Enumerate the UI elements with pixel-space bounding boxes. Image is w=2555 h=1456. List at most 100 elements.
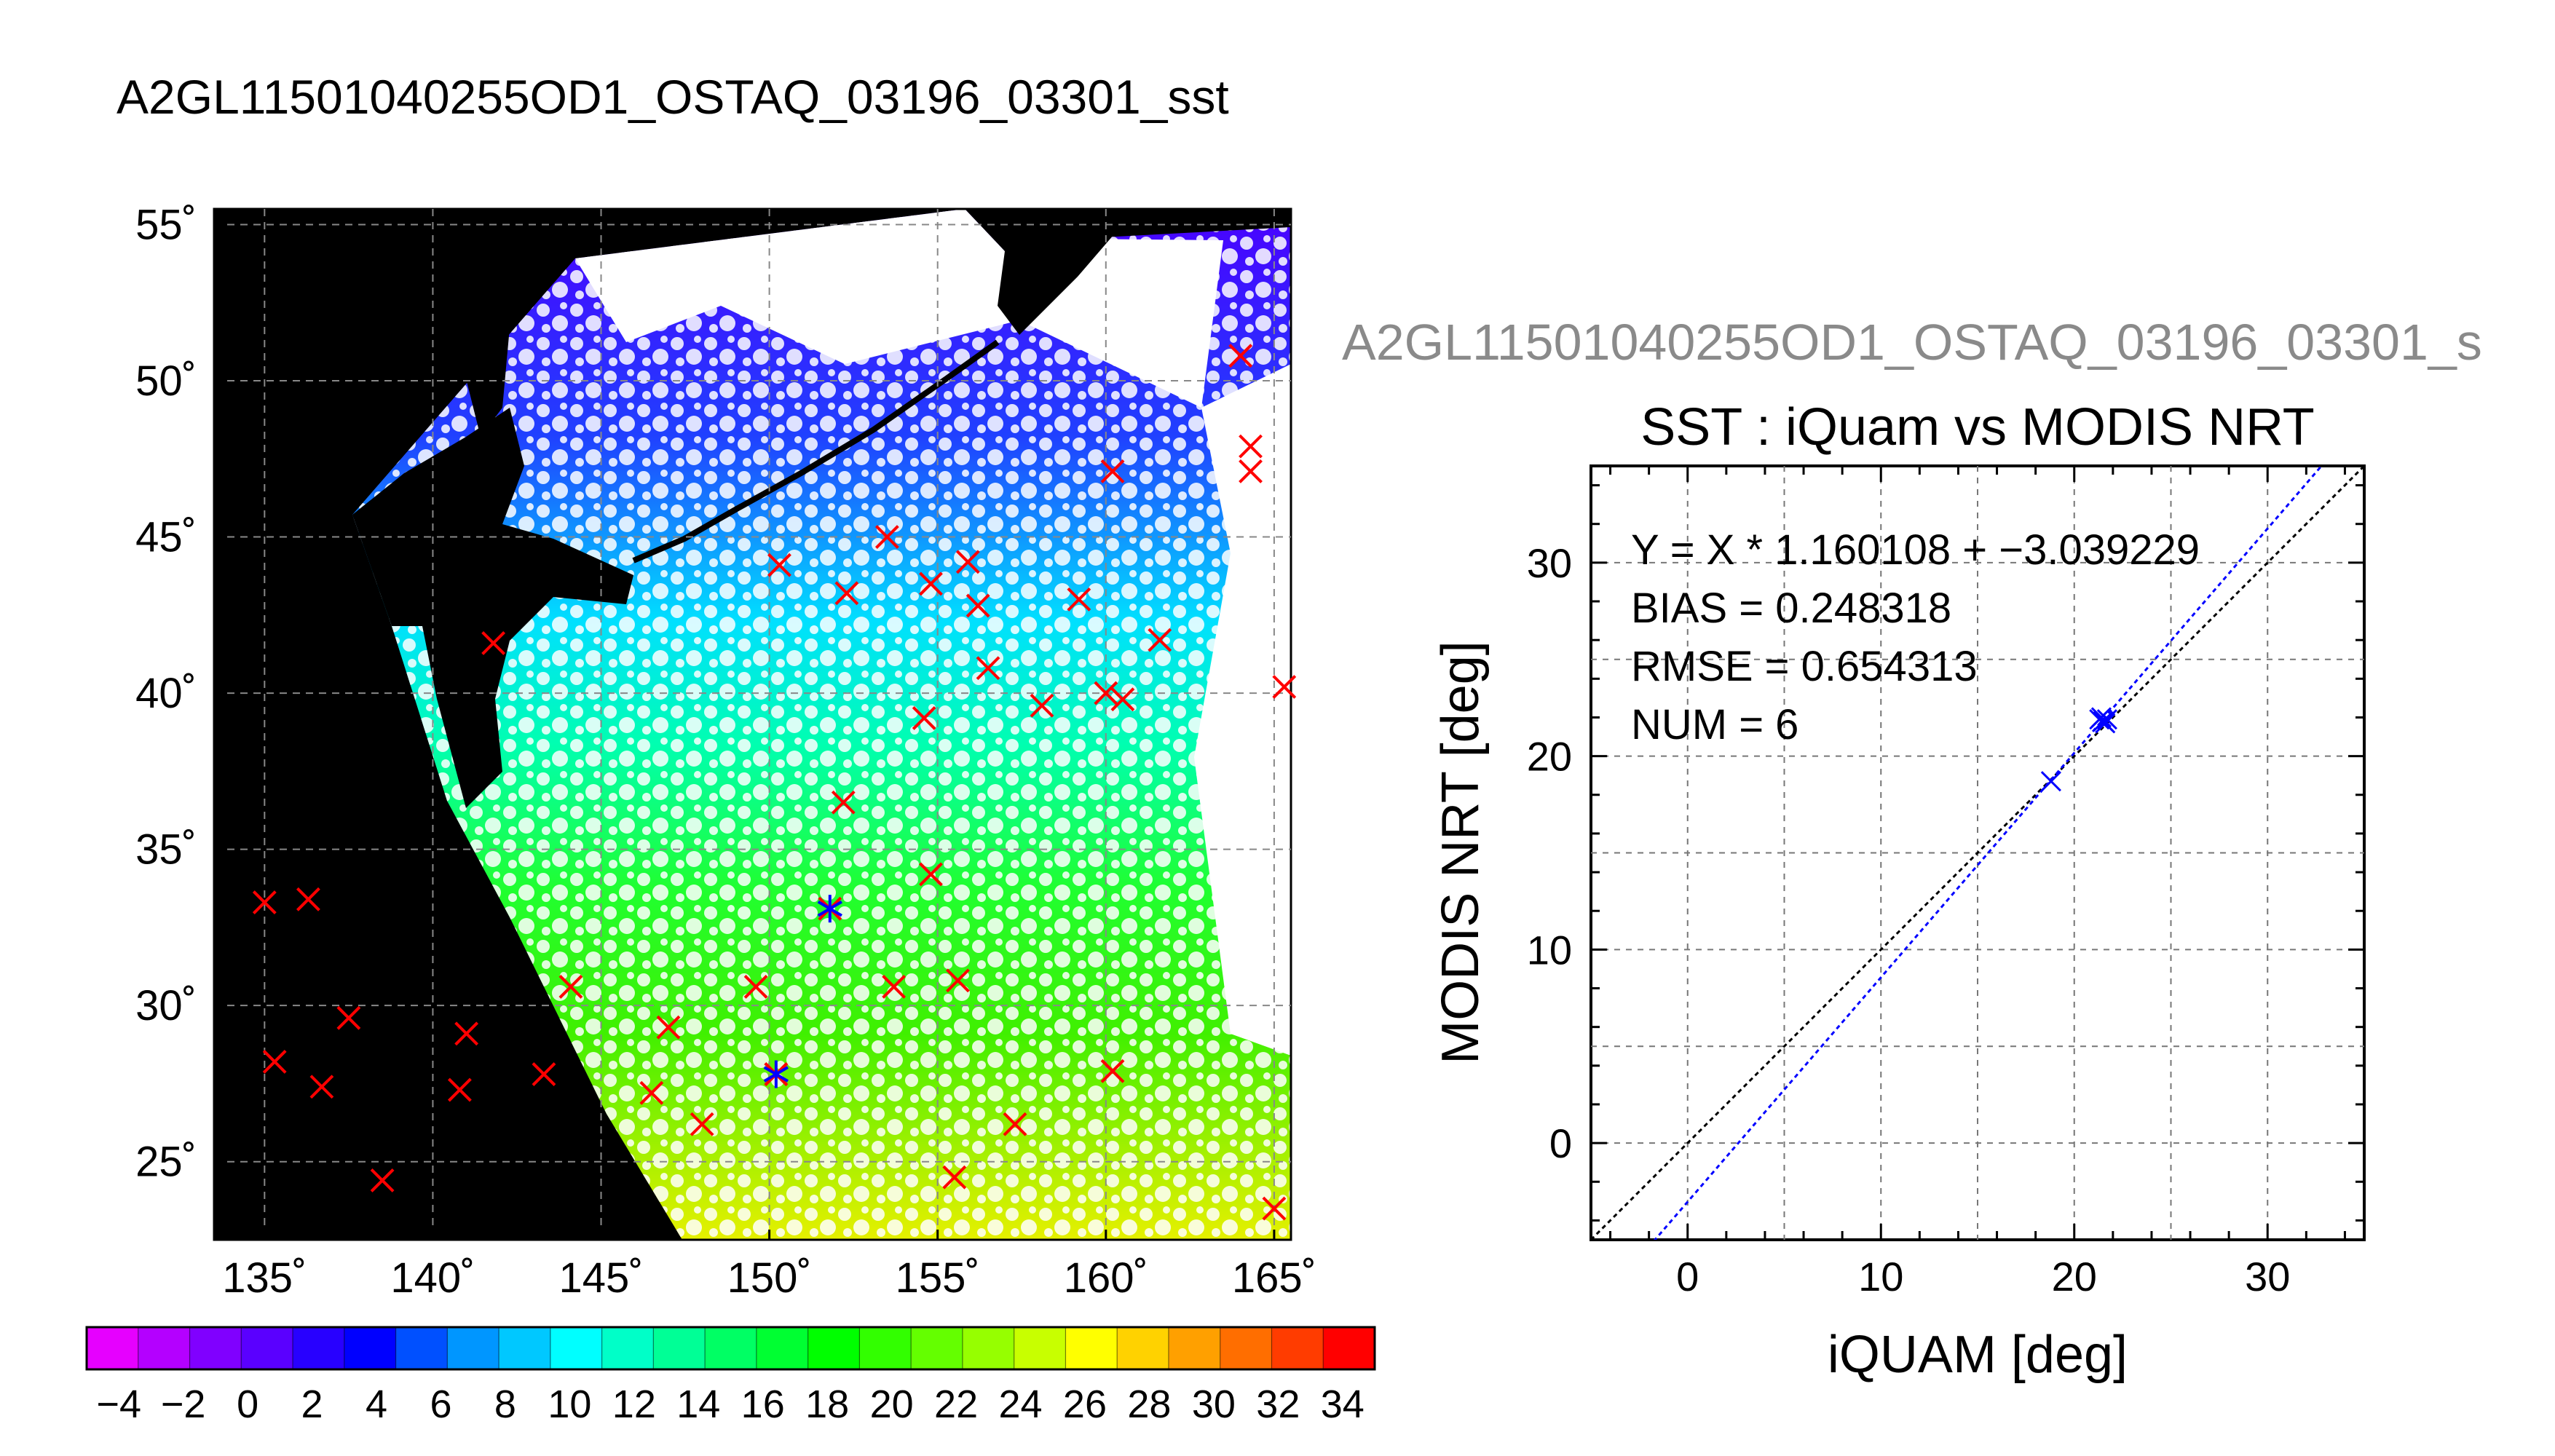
buoy-marker-stroke <box>767 553 791 577</box>
colorbar-tick-label: 6 <box>430 1382 451 1426</box>
buoy-marker-stroke <box>690 1112 714 1136</box>
colorbar-tick-label: 0 <box>237 1382 258 1426</box>
buoy-marker-stroke <box>1239 434 1263 459</box>
scatter-point-stroke <box>2040 771 2061 792</box>
buoy-marker <box>336 1005 361 1030</box>
buoy-marker <box>1148 628 1172 652</box>
buoy-marker-stroke <box>942 1165 967 1190</box>
scatter-y-tick-label: 30 <box>1527 540 1572 586</box>
map-lat-tick-label: 55˚ <box>135 201 197 248</box>
buoy-marker <box>370 1168 395 1192</box>
scatter-y-label: MODIS NRT [deg] <box>1431 641 1490 1064</box>
colorbar-tick-label: 14 <box>676 1382 720 1426</box>
buoy-marker-stroke <box>309 1075 334 1099</box>
buoy-marker <box>532 1062 556 1086</box>
buoy-marker <box>1100 1059 1125 1083</box>
map-lon-tick-label: 150˚ <box>727 1254 812 1302</box>
scatter-title-truncated: A2GL11501040255OD1_OSTAQ_03196_03301_s <box>1342 314 2482 371</box>
buoy-marker-stroke <box>1003 1112 1027 1136</box>
colorbar-segment <box>447 1327 499 1369</box>
colorbar-tick-label: 24 <box>998 1382 1042 1426</box>
scatter-point-stroke <box>2090 707 2112 728</box>
buoy-marker-stroke <box>882 975 907 999</box>
colorbar-segment <box>807 1327 860 1369</box>
buoy-marker-stroke <box>336 1005 361 1030</box>
map-frame <box>213 207 1292 1241</box>
buoy-marker <box>912 706 936 730</box>
colorbar-tick-label: 34 <box>1321 1382 1365 1426</box>
buoy-marker-stroke <box>454 1021 479 1046</box>
scatter-stat-line: RMSE = 0.654313 <box>1631 643 1978 690</box>
buoy-marker <box>447 1077 472 1102</box>
buoy-marker <box>1067 587 1091 612</box>
buoy-marker <box>1110 687 1135 712</box>
colorbar-tick-label: 10 <box>548 1382 591 1426</box>
land-japan <box>352 408 633 808</box>
colorbar-segment <box>1014 1327 1067 1369</box>
buoy-marker <box>296 887 320 911</box>
scatter-point <box>2095 713 2116 734</box>
colorbar-tick-label: 2 <box>301 1382 323 1426</box>
buoy-marker <box>252 890 277 914</box>
colorbar-tick-label: 8 <box>494 1382 516 1426</box>
buoy-marker-stroke <box>1094 681 1118 705</box>
buoy-marker <box>946 968 970 993</box>
buoy-marker-stroke <box>1100 459 1125 483</box>
colorbar-tick-label: 20 <box>870 1382 914 1426</box>
scatter-x-tick-label: 20 <box>2052 1254 2097 1299</box>
buoy-marker <box>882 975 907 999</box>
colorbar-tick-label: 26 <box>1063 1382 1107 1426</box>
buoy-marker <box>262 1050 287 1074</box>
buoy-marker <box>767 553 791 577</box>
buoy-marker-stroke <box>1228 344 1253 368</box>
buoy-marker <box>1239 459 1263 483</box>
buoy-marker-stroke <box>1239 459 1263 483</box>
scatter-plot: SST : iQuam vs MODIS NRT 0 10 20 300102030 … <box>1431 398 2366 1384</box>
buoy-marker <box>942 1165 967 1190</box>
scatter-point-stroke <box>2096 709 2117 730</box>
buoy-marker-stroke <box>481 631 506 655</box>
buoy-marker <box>955 550 980 574</box>
colorbar-segment <box>1271 1327 1324 1369</box>
scatter-points <box>2040 707 2117 792</box>
colorbar-tick-label: 30 <box>1192 1382 1236 1426</box>
colorbar-segment <box>705 1327 757 1369</box>
buoy-marker-stroke <box>1272 675 1297 699</box>
scatter-ticks: 0 10 20 30 0 10 20 30 <box>1527 466 2364 1299</box>
map-lat-ticks: 55˚ 50˚ 45˚ 40˚ 35˚ 30˚ 25˚ <box>135 201 224 1186</box>
colorbar-segment <box>1117 1327 1169 1369</box>
buoy-marker <box>1272 675 1297 699</box>
colorbar-tick-label: 18 <box>805 1382 849 1426</box>
cloud-cover <box>352 209 1291 1240</box>
colorbar-segment <box>293 1327 345 1369</box>
buoy-marker-stroke <box>639 1080 664 1105</box>
scatter-x-label: iQUAM [deg] <box>1828 1326 2128 1384</box>
buoy-marker-stroke <box>1067 587 1091 612</box>
colorbar-segment <box>499 1327 551 1369</box>
colorbar-frame <box>85 1326 1376 1371</box>
buoy-marker-stroke <box>955 550 980 574</box>
scatter-point-stroke <box>2095 713 2116 734</box>
buoy-marker-stroke <box>252 890 277 914</box>
colorbar-segment <box>653 1327 706 1369</box>
fit-line <box>1653 466 2323 1240</box>
colorbar-segment <box>859 1327 912 1369</box>
map-lon-tick-label: 145˚ <box>558 1254 643 1302</box>
colorbar-segment <box>87 1327 139 1369</box>
buoy-marker <box>558 975 583 999</box>
buoy-marker-stroke <box>1110 687 1135 712</box>
scatter-x-tick-label: 30 <box>2245 1254 2290 1299</box>
buoy-marker <box>743 975 768 999</box>
buoy-marker <box>965 593 990 618</box>
buoy-marker-stroke <box>919 862 943 887</box>
map-lat-tick-label: 50˚ <box>135 357 197 405</box>
land-sakhalin <box>466 277 510 437</box>
scatter-title: SST : iQuam vs MODIS NRT <box>1640 398 2315 456</box>
buoy-marker <box>1003 1112 1027 1136</box>
buoy-marker-stroke <box>912 706 936 730</box>
map-lon-tick-label: 140˚ <box>390 1254 475 1302</box>
scatter-lines <box>1591 466 2364 1240</box>
buoy-marker <box>454 1021 479 1046</box>
buoy-marker <box>1262 1196 1287 1221</box>
